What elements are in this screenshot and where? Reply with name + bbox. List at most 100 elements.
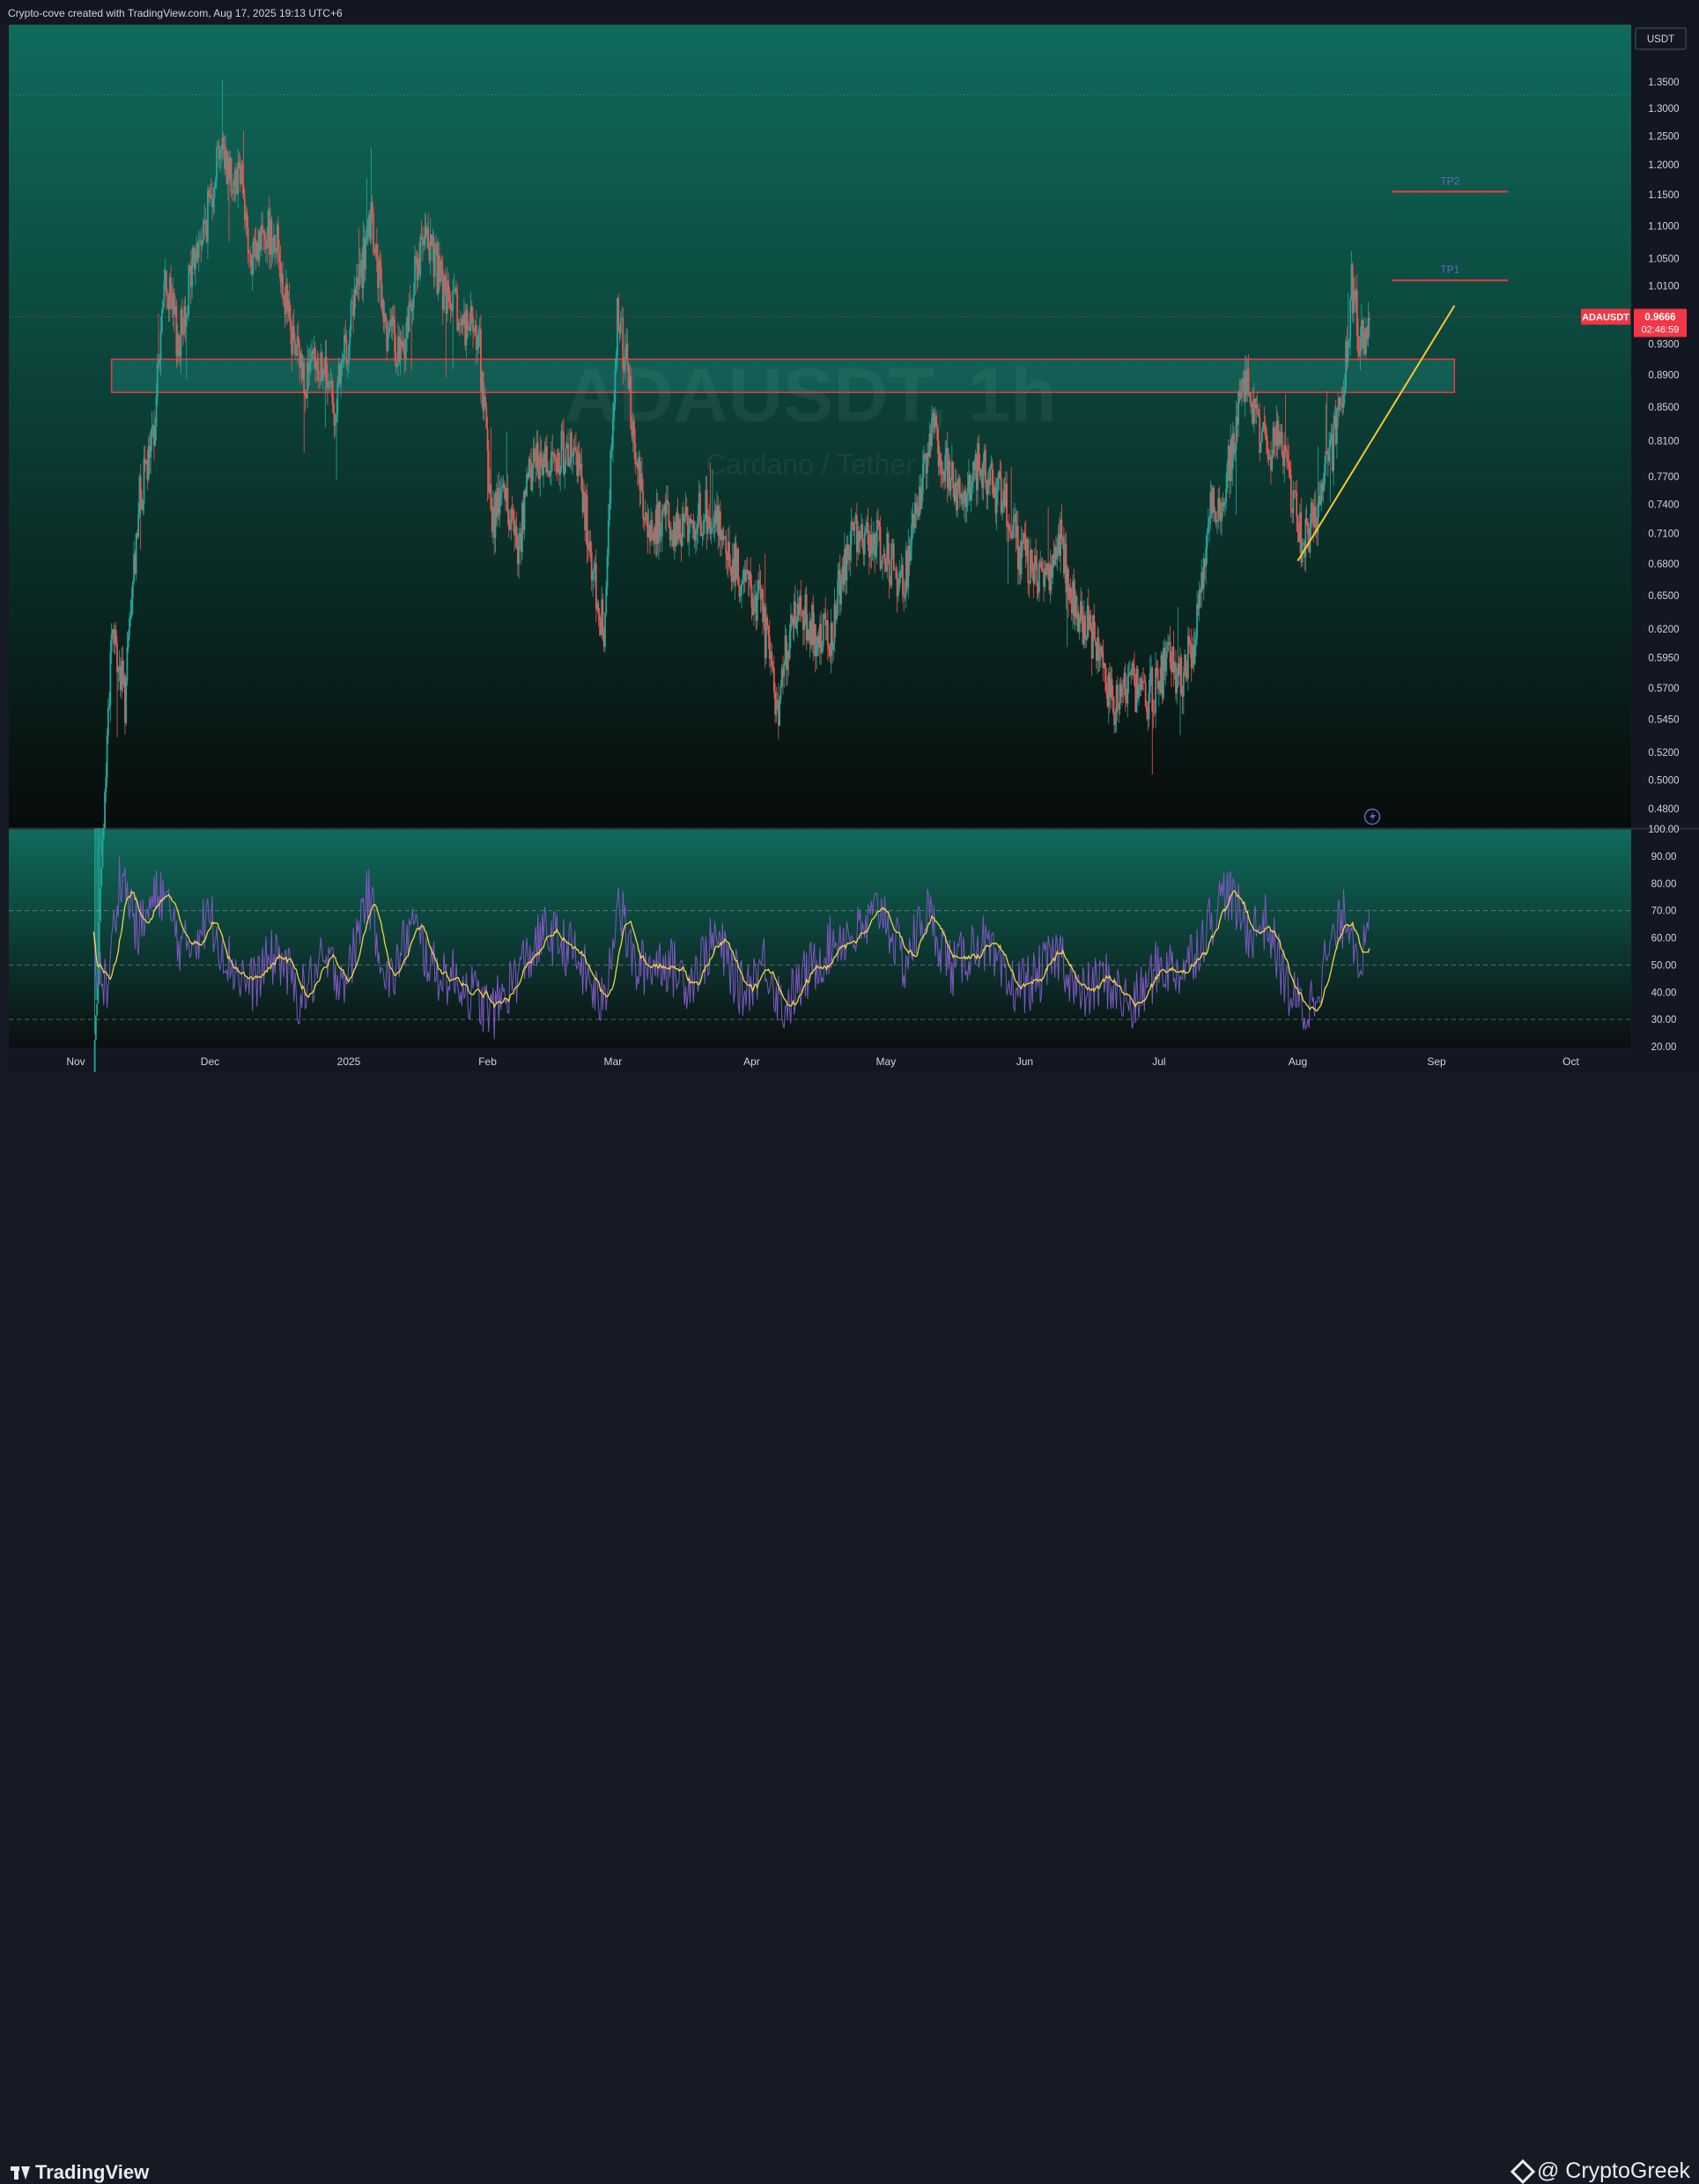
candle [495,492,498,517]
candle [325,356,328,382]
candle [1254,398,1257,409]
candle [779,685,782,700]
candle [444,276,447,288]
candle [441,270,444,310]
candle [296,337,299,357]
candle [1078,619,1081,633]
time-tick-label: Jun [1016,1055,1033,1068]
candle [257,242,260,261]
candle [189,265,192,287]
candle [1126,699,1127,704]
time-tick-label: 2025 [337,1055,361,1068]
candle [1345,340,1347,389]
candle [565,443,568,448]
candle [473,331,476,333]
candle [725,536,728,555]
candle [1177,663,1179,677]
candle [552,454,555,455]
candle [237,162,240,195]
candle [1296,492,1298,516]
candle [838,569,840,580]
candle [934,415,936,428]
candle [553,454,556,458]
candle [755,595,757,621]
candle [1280,431,1282,444]
chart-canvas[interactable]: ADAUSDT, 1h Cardano / Tether TP1 TP2 1.350… [0,0,1699,1126]
candle [452,290,454,312]
binance-diamond-icon [1510,2158,1536,2184]
candle [1328,448,1330,462]
candle [746,569,749,571]
price-tick-label: 0.8900 [1648,370,1679,381]
candle [931,418,933,447]
candle [654,527,657,544]
candle [431,234,432,247]
candle [1134,667,1135,685]
candle [587,545,589,551]
candle [208,189,211,197]
candle [895,569,898,579]
candle [217,145,219,148]
candle [193,248,196,270]
candle [462,318,464,325]
candle [778,700,779,726]
candle [502,484,505,486]
candle [506,487,509,511]
candle [721,530,724,541]
candle [486,428,489,451]
candle [331,380,333,396]
candle [647,525,650,537]
candle [731,559,734,581]
candle [663,505,666,512]
candle [1127,676,1129,704]
candle [1201,572,1204,589]
candle [391,315,394,326]
candle [522,502,525,530]
candle [1176,677,1178,693]
candle [1159,680,1162,694]
candle [380,267,382,307]
candle [164,270,166,283]
candle [205,219,208,243]
candle [793,601,795,626]
candle [1276,420,1279,447]
candle [307,361,310,372]
candle [224,144,225,169]
candle [1131,663,1134,675]
candle [1092,615,1094,659]
candle [808,629,810,640]
candle [448,293,451,302]
candle [987,478,990,485]
candle [1186,677,1188,679]
candle [658,501,660,544]
support-trendline [1296,305,1456,562]
time-tick-label: Nov [66,1055,85,1068]
candle [559,469,562,476]
candle [342,359,344,361]
candle [602,631,605,648]
tradingview-logo[interactable]: TradingView [11,2161,149,2184]
candle [1202,558,1205,589]
candle [639,456,641,490]
candle [1281,431,1283,455]
candle [126,647,129,682]
candle [1296,515,1299,533]
candle [995,490,998,514]
candle [363,238,366,270]
candle [1039,562,1042,563]
candle [1262,422,1264,432]
candle [423,244,425,246]
candle [234,169,237,187]
candle [551,451,554,455]
candle [536,442,539,470]
candle [184,306,187,327]
candle [946,448,949,489]
candle [768,635,771,660]
candle [199,240,201,241]
candle [970,487,972,500]
candle [702,520,705,534]
candle [497,487,499,517]
candle [1051,564,1053,578]
candle [1317,502,1319,533]
candle [696,528,698,534]
